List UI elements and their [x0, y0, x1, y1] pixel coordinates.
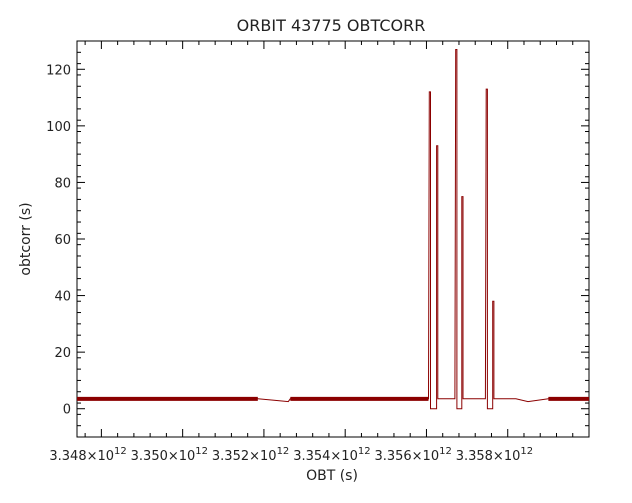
y-tick-label: 120	[46, 63, 71, 78]
x-axis-label: OBT (s)	[306, 468, 358, 484]
y-axis-label: obtcorr (s)	[18, 202, 34, 275]
y-tick-label: 20	[54, 346, 71, 361]
x-tick-label: 3.352×1012	[212, 446, 289, 464]
x-tick-label: 3.356×1012	[374, 446, 451, 464]
y-tick-label: 60	[54, 233, 71, 248]
plot-frame	[76, 40, 590, 438]
x-tick-label: 3.348×1012	[49, 446, 126, 464]
x-tick-label: 3.350×1012	[131, 446, 208, 464]
y-axis: 0 20 40 60 80 100 120	[46, 40, 589, 438]
x-tick-label: 3.358×1012	[456, 446, 533, 464]
series-line	[77, 49, 589, 410]
y-tick-label: 80	[54, 176, 71, 191]
x-axis: 3.348×1012 3.350×1012 3.352×1012 3.354×1012…	[49, 41, 574, 464]
chart-title: ORBIT 43775 OBTCORR	[237, 16, 426, 35]
series-group	[77, 49, 589, 410]
y-tick-label: 0	[63, 403, 71, 418]
x-tick-label: 3.354×1012	[293, 446, 370, 464]
y-tick-label: 40	[54, 290, 71, 305]
y-tick-label: 100	[46, 120, 71, 135]
